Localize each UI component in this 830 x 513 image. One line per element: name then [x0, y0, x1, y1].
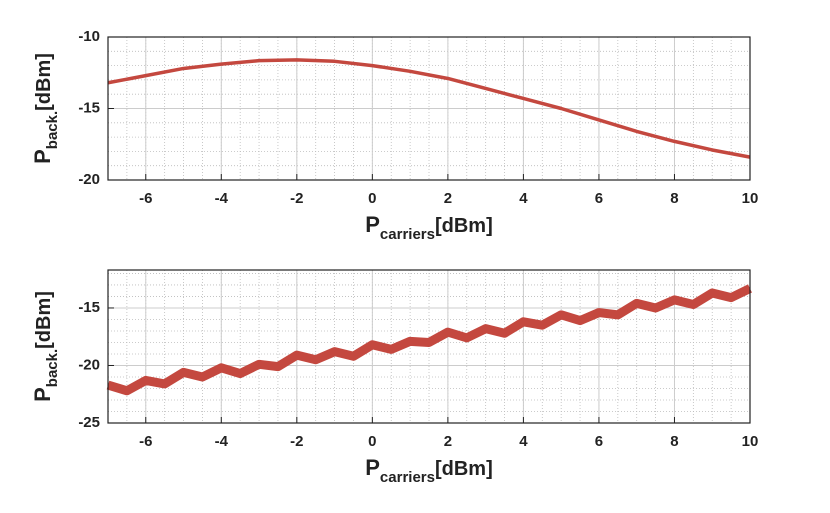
x-tick-label: 8	[670, 433, 678, 450]
label-subscript: carriers	[380, 226, 435, 243]
y-tick-label: -10	[78, 28, 100, 45]
y-label-group: Pback.[dBm]	[30, 291, 61, 402]
x-tick-label: -2	[290, 190, 303, 207]
axis-label: Pcarriers[dBm]	[365, 212, 493, 243]
y-tick-label: -15	[78, 99, 100, 116]
x-tick-label: 2	[444, 433, 452, 450]
x-tick-label: 2	[444, 190, 452, 207]
x-tick-label: 8	[670, 190, 678, 207]
label-unit: [dBm]	[33, 53, 55, 111]
y-tick-label: -25	[78, 414, 100, 431]
x-tick-label: 6	[595, 190, 603, 207]
label-unit: [dBm]	[33, 291, 55, 349]
x-tick-label: -6	[139, 433, 152, 450]
x-tick-label: 10	[742, 190, 759, 207]
label-subscript: back.	[44, 111, 61, 149]
y-label-group: Pback.[dBm]	[30, 53, 61, 164]
y-tick-label: -20	[78, 171, 100, 188]
label-symbol: P	[30, 387, 55, 402]
x-tick-label: 4	[519, 190, 528, 207]
x-tick-label: -2	[290, 433, 303, 450]
axis-label: Pback.[dBm]	[30, 291, 61, 402]
x-tick-label: -4	[215, 433, 229, 450]
y-tick-label: -20	[78, 356, 100, 373]
x-tick-label: 6	[595, 433, 603, 450]
axes-box	[107, 269, 751, 424]
data-line	[106, 284, 752, 396]
y-tick-label: -15	[78, 299, 100, 316]
axis-label: Pback.[dBm]	[30, 53, 61, 164]
label-symbol: P	[365, 212, 380, 237]
label-unit: [dBm]	[435, 215, 493, 237]
label-unit: [dBm]	[435, 458, 493, 480]
x-tick-label: -4	[215, 190, 229, 207]
axes-box	[107, 36, 751, 181]
subplot: -6 -4 -2 0 2 4 6 8 10-20-15-10Pcarriers[dBm]Pbac…	[30, 28, 758, 243]
x-tick-label: -6	[139, 190, 152, 207]
label-symbol: P	[30, 149, 55, 164]
data-line	[107, 58, 751, 159]
label-subscript: back.	[44, 349, 61, 387]
label-subscript: carriers	[380, 469, 435, 486]
axis-label: Pcarriers[dBm]	[365, 455, 493, 486]
x-tick-label: 0	[368, 190, 376, 207]
x-tick-label: 10	[742, 433, 759, 450]
x-tick-label: 4	[519, 433, 528, 450]
subplot: -6 -4 -2 0 2 4 6 8 10-25-20-15Pcarriers[dBm]Pbac…	[30, 269, 759, 486]
x-tick-label: 0	[368, 433, 376, 450]
label-symbol: P	[365, 455, 380, 480]
